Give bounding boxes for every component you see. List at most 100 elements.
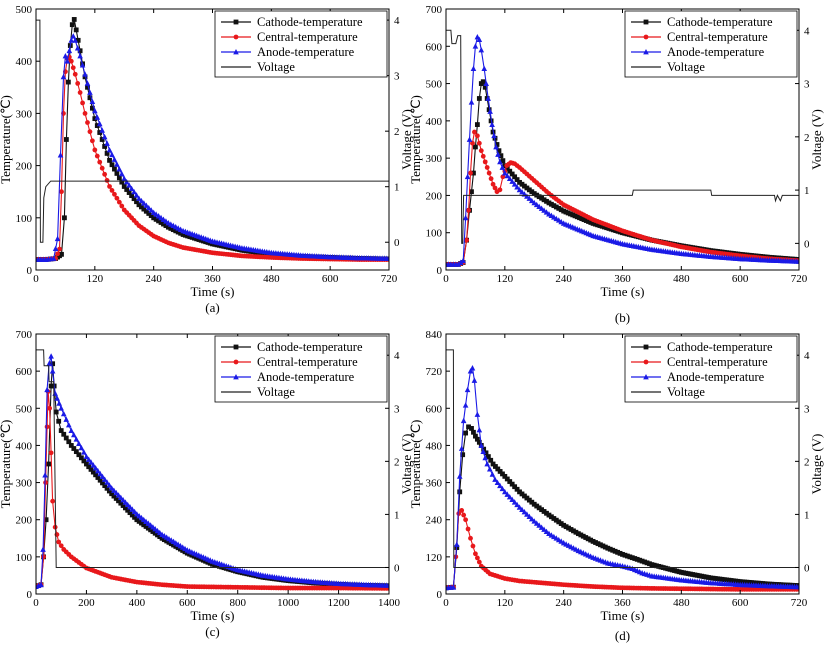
data-point (526, 187, 532, 193)
data-point (82, 71, 88, 77)
legend-label: Voltage (257, 60, 295, 74)
data-point (450, 584, 457, 590)
data-point (483, 80, 490, 86)
plot-area (36, 17, 389, 262)
y-tick-label: 400 (426, 116, 443, 128)
legend-box (624, 10, 798, 78)
data-point (465, 526, 471, 532)
data-point (474, 436, 480, 442)
data-point (485, 95, 491, 101)
data-point (106, 146, 113, 153)
data-point (468, 535, 473, 541)
y2-tick-label: 2 (804, 456, 810, 468)
data-point (468, 99, 475, 105)
data-point (528, 515, 535, 522)
data-point (56, 539, 62, 545)
data-point (121, 184, 127, 189)
data-point (526, 195, 533, 201)
y2-tick-label: 0 (804, 562, 810, 574)
data-point (522, 493, 527, 499)
data-point (531, 191, 537, 196)
data-point (543, 528, 550, 534)
series-line-voltage (36, 19, 389, 243)
data-point (473, 433, 478, 439)
panel-label: (d) (615, 628, 630, 643)
data-point (502, 488, 508, 495)
data-point (129, 193, 135, 199)
data-point (546, 200, 552, 206)
data-point (85, 456, 92, 462)
x-tick-label: 480 (673, 273, 690, 285)
x-tick-label: 600 (732, 597, 749, 609)
data-point (622, 552, 628, 558)
data-point (464, 386, 471, 393)
data-point (68, 427, 75, 433)
data-point (488, 457, 494, 463)
data-point (625, 553, 630, 559)
data-point (109, 162, 115, 168)
data-point (506, 175, 513, 182)
data-point (76, 440, 82, 446)
data-point (113, 489, 120, 496)
data-point (111, 156, 118, 162)
data-point (112, 191, 117, 197)
y-tick-label: 0 (27, 265, 33, 277)
data-point (533, 520, 540, 526)
y2-tick-label: 1 (394, 182, 400, 194)
data-point (522, 183, 527, 189)
data-point (474, 411, 481, 417)
data-point (493, 464, 498, 469)
data-point (476, 140, 482, 146)
x-tick-label: 400 (129, 597, 146, 609)
data-point (490, 181, 496, 187)
data-point (82, 74, 88, 80)
data-point (549, 201, 554, 207)
data-point (119, 203, 125, 209)
data-point (112, 166, 117, 172)
data-point (492, 185, 498, 191)
y-tick-label: 600 (16, 366, 33, 378)
data-point (111, 487, 117, 493)
legend: Cathode-temperatureCentral-temperatureAn… (214, 335, 388, 403)
data-point (72, 37, 79, 43)
data-point (516, 186, 523, 193)
data-point (56, 400, 62, 406)
data-point (480, 153, 486, 159)
data-point (490, 461, 496, 467)
x-tick-label: 0 (443, 273, 449, 285)
data-point (486, 170, 492, 176)
data-point (553, 204, 559, 210)
legend-label: Central-temperature (257, 355, 358, 369)
data-point (92, 147, 98, 153)
x-tick-label: 240 (145, 273, 162, 285)
data-point (470, 65, 477, 72)
data-point (156, 218, 161, 224)
data-point (500, 471, 505, 477)
data-point (507, 479, 513, 484)
data-point (44, 386, 50, 393)
data-point (497, 187, 503, 193)
data-point (489, 121, 495, 127)
data-point (50, 498, 56, 504)
data-point (476, 426, 483, 433)
data-point (598, 542, 603, 548)
data-point (486, 107, 492, 113)
data-point (517, 179, 522, 185)
data-point (476, 439, 482, 445)
y-axis-title: Temperature(℃) (408, 420, 423, 509)
y-tick-label: 0 (437, 265, 443, 277)
legend-label: Central-temperature (257, 30, 358, 44)
data-point (148, 207, 155, 213)
data-point (509, 496, 515, 502)
data-point (57, 246, 62, 252)
data-point (73, 27, 79, 33)
y2-tick-label: 0 (394, 562, 400, 574)
data-point (170, 227, 176, 233)
data-point (100, 480, 105, 486)
data-point (474, 122, 480, 127)
data-point (467, 368, 474, 374)
x-tick-label: 600 (179, 597, 196, 609)
y-tick-label: 200 (426, 190, 443, 202)
data-point (54, 395, 60, 401)
panel-label: (a) (205, 300, 219, 315)
